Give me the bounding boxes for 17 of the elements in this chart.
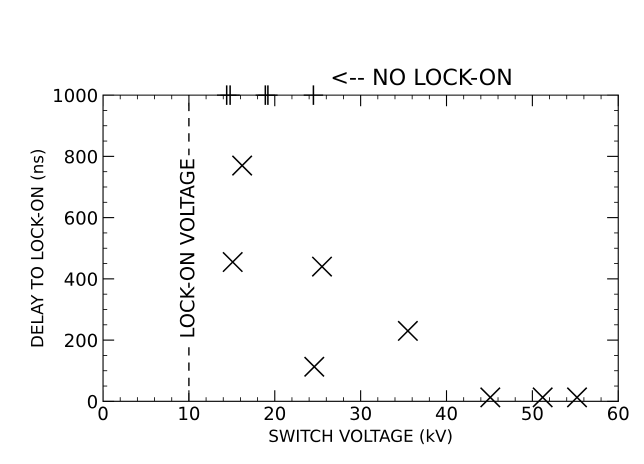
- x-tick-label: 60: [608, 406, 629, 420]
- x-tick-label: 10: [179, 406, 200, 420]
- x-axis-title: SWITCH VOLTAGE (kV): [269, 429, 452, 444]
- ref-line-label: LOCK-ON VOLTAGE: [180, 159, 195, 337]
- x-tick-label: 50: [522, 406, 543, 420]
- x-tick-label: 0: [98, 406, 108, 420]
- y-tick-label: 400: [64, 272, 97, 286]
- y-axis-title: DELAY TO LOCK-ON (ns): [30, 150, 46, 346]
- y-tick-label: 200: [65, 334, 97, 348]
- y-tick-label: 1000: [54, 88, 97, 102]
- x-tick-label: 30: [350, 406, 371, 420]
- x-tick-label: 20: [264, 406, 286, 420]
- y-tick-label: 600: [64, 211, 97, 225]
- annotation: <-- NO LOCK-ON: [332, 68, 511, 86]
- x-tick-label: 40: [436, 406, 457, 420]
- y-tick-label: 800: [64, 150, 97, 164]
- y-tick-label: 0: [88, 394, 97, 408]
